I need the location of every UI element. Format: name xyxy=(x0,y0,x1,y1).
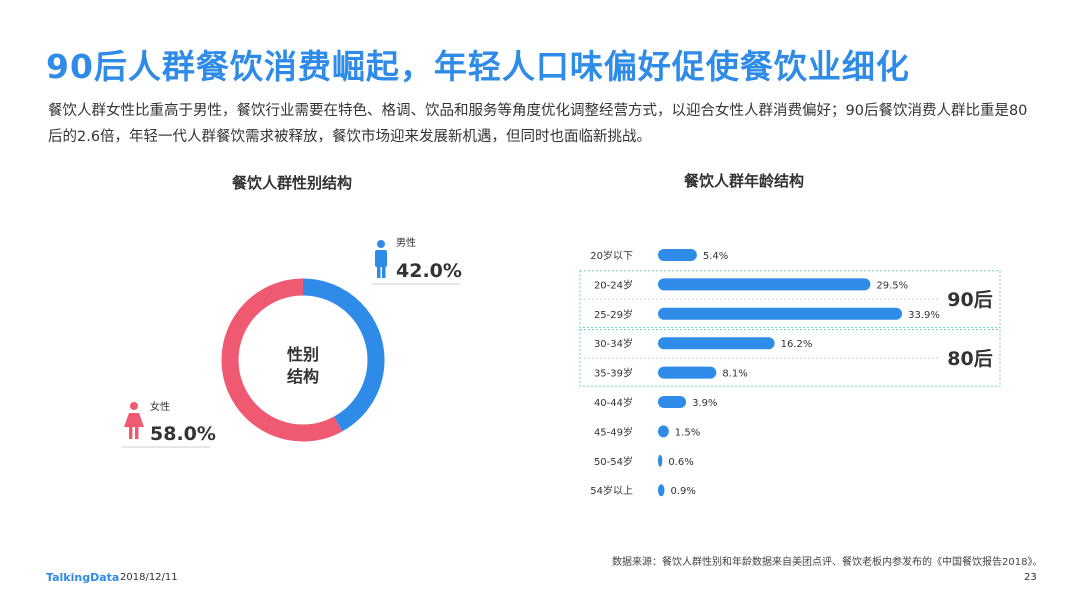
age-bar xyxy=(658,454,663,467)
age-group-label: 90后 xyxy=(947,289,992,311)
age-bar-value-label: 33.9% xyxy=(908,310,940,321)
male-icon xyxy=(375,240,387,278)
page-number: 23 xyxy=(1024,572,1037,583)
age-bar xyxy=(658,278,871,291)
age-group-boxes: 90后 80后 xyxy=(579,270,1001,387)
age-bar-chart: 20岁以下 5.4% 20-24岁 29.5% 25-29岁 33.9% 30-34岁 16.… xyxy=(590,249,940,497)
age-bar-value-label: 16.2% xyxy=(781,339,813,350)
age-group-label: 80后 xyxy=(947,348,992,370)
donut-slice-female xyxy=(221,278,385,442)
female-legend-value: 58.0% xyxy=(150,423,216,445)
age-bar-value-label: 5.4% xyxy=(703,251,728,262)
age-bar xyxy=(658,307,903,320)
donut-center-label-line2: 结构 xyxy=(286,367,319,386)
age-category-label: 30-34岁 xyxy=(594,337,633,350)
male-legend-name: 男性 xyxy=(396,236,416,249)
gender-chart-title: 餐饮人群性别结构 xyxy=(232,174,353,192)
age-bar-value-label: 3.9% xyxy=(692,398,717,409)
page-title: 90后人群餐饮消费崛起，年轻人口味偏好促使餐饮业细化 xyxy=(46,47,910,86)
talkingdata-logo: TalkingData xyxy=(46,571,120,584)
age-category-label: 35-39岁 xyxy=(594,367,633,380)
male-legend-value: 42.0% xyxy=(396,260,462,282)
age-bar-value-label: 8.1% xyxy=(722,369,747,380)
age-category-label: 25-29岁 xyxy=(594,308,633,321)
data-source-note: 数据来源：餐饮人群性别和年龄数据来自美团点评、餐饮老板内参发布的《中国餐饮报告2… xyxy=(612,557,1043,568)
age-bar xyxy=(658,396,687,408)
age-bar xyxy=(658,337,775,350)
age-bar xyxy=(658,366,717,379)
age-bar-value-label: 0.6% xyxy=(668,457,693,468)
female-icon xyxy=(124,402,144,439)
age-bar xyxy=(658,425,669,438)
gender-donut-chart xyxy=(221,278,385,442)
age-bar-value-label: 1.5% xyxy=(675,427,700,438)
age-category-label: 45-49岁 xyxy=(594,425,633,438)
age-bar xyxy=(658,249,697,261)
donut-center-label-line1: 性别 xyxy=(287,345,319,364)
age-category-label: 50-54岁 xyxy=(594,455,633,468)
age-category-label: 54岁以上 xyxy=(590,484,633,497)
age-bar xyxy=(658,484,665,497)
footer-date: 2018/12/11 xyxy=(120,572,178,583)
age-category-label: 20-24岁 xyxy=(594,278,633,291)
age-category-label: 20岁以下 xyxy=(590,249,633,262)
age-chart-title: 餐饮人群年龄结构 xyxy=(684,172,805,190)
age-bar-value-label: 29.5% xyxy=(876,280,908,291)
age-category-label: 40-44岁 xyxy=(594,396,633,409)
female-legend-name: 女性 xyxy=(150,400,170,413)
age-bar-value-label: 0.9% xyxy=(670,486,695,497)
page-subtitle: 餐饮人群女性比重高于男性，餐饮行业需要在特色、格调、饮品和服务等角度优化调整经营… xyxy=(48,103,1028,145)
